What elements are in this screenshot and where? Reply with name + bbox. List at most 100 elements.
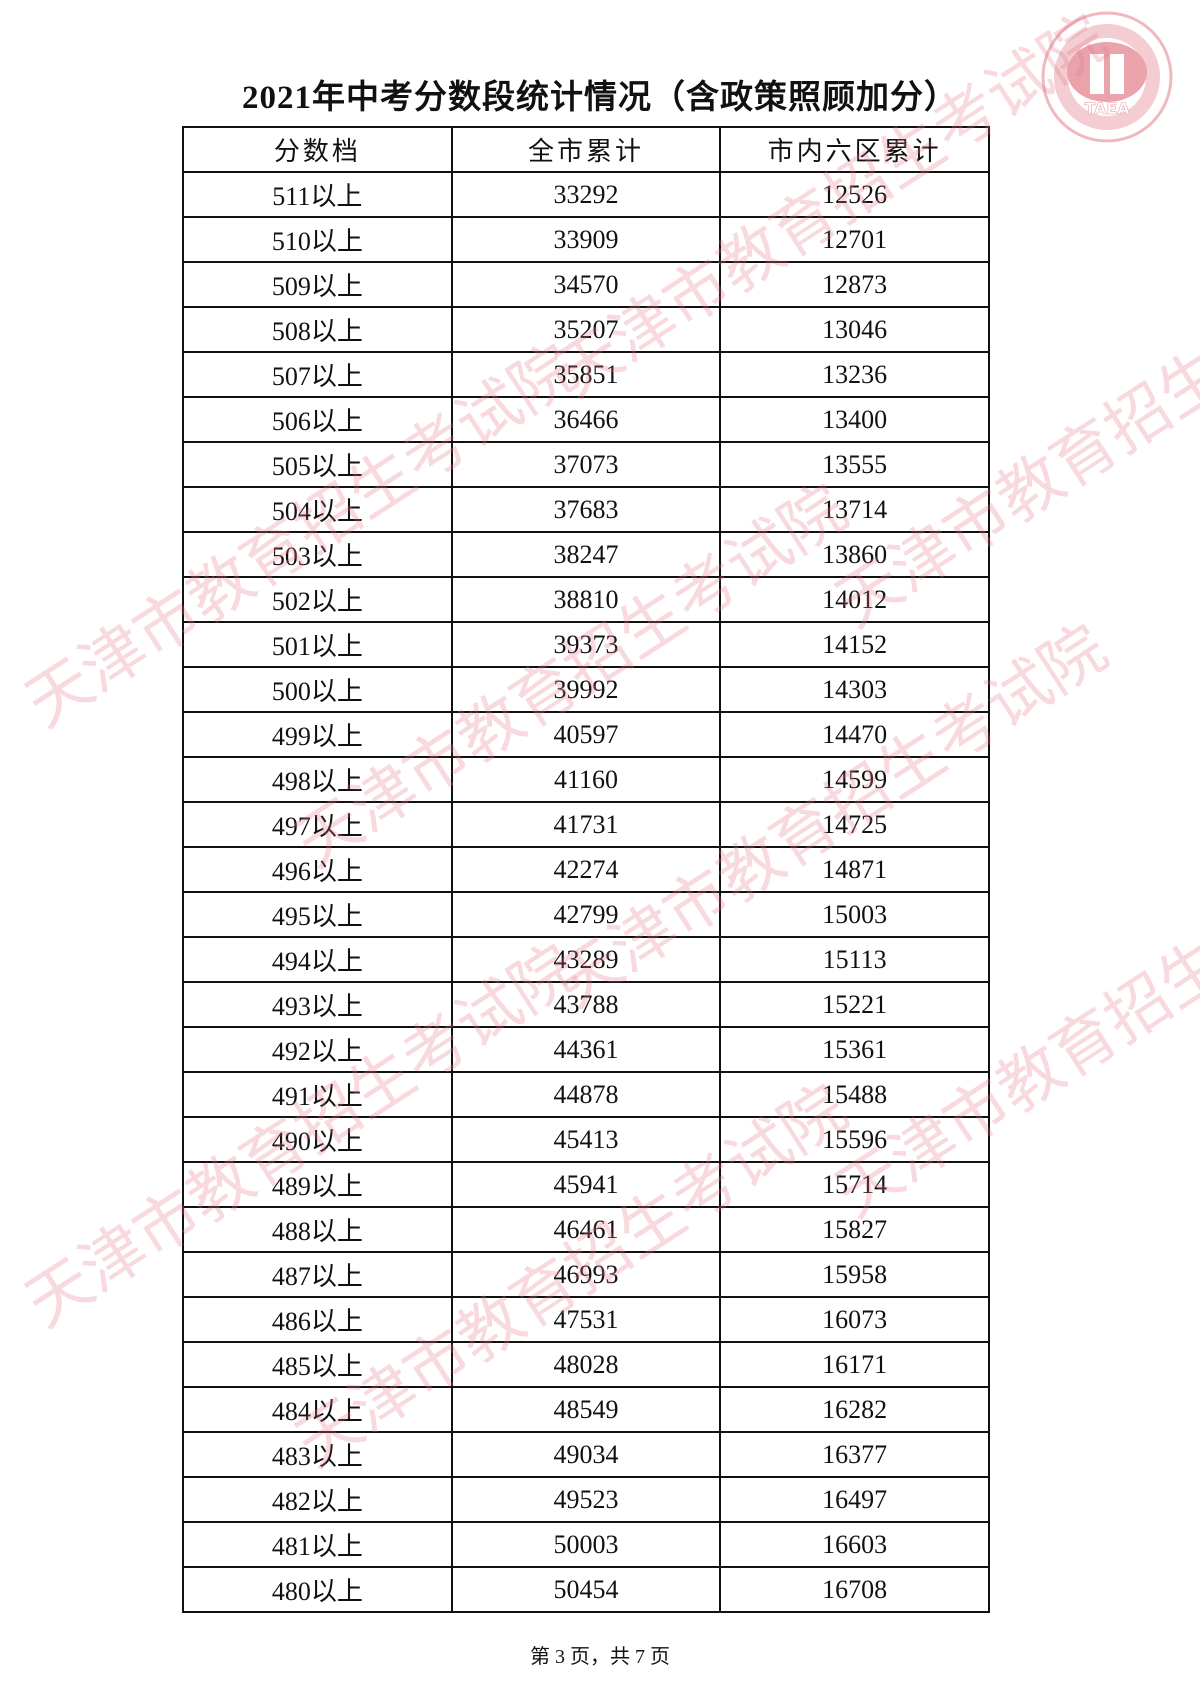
- cell-city-total: 34570: [450, 261, 722, 308]
- cell-city-total: 39992: [450, 666, 722, 713]
- cell-six-districts-total: 15221: [719, 981, 990, 1028]
- table-header-row: 分数档 全市累计 市内六区累计: [182, 126, 990, 173]
- cell-six-districts-total: 12526: [719, 171, 990, 218]
- table-row: 498以上 41160 14599: [182, 756, 990, 803]
- cell-six-districts-total: 14599: [719, 756, 990, 803]
- cell-score-band: 499以上: [182, 711, 453, 758]
- table-row: 505以上 37073 13555: [182, 441, 990, 488]
- cell-score-band: 509以上: [182, 261, 453, 308]
- table-row: 482以上 49523 16497: [182, 1476, 990, 1523]
- page-title: 2021年中考分数段统计情况（含政策照顾加分）: [242, 80, 958, 116]
- cell-six-districts-total: 16073: [719, 1296, 990, 1343]
- table-row: 503以上 38247 13860: [182, 531, 990, 578]
- table-row: 500以上 39992 14303: [182, 666, 990, 713]
- cell-six-districts-total: 16282: [719, 1386, 990, 1433]
- table-row: 487以上 46993 15958: [182, 1251, 990, 1298]
- cell-six-districts-total: 16603: [719, 1521, 990, 1568]
- cell-city-total: 41160: [450, 756, 722, 803]
- cell-six-districts-total: 15003: [719, 891, 990, 938]
- table-row: 492以上 44361 15361: [182, 1026, 990, 1073]
- table-row: 501以上 39373 14152: [182, 621, 990, 668]
- cell-six-districts-total: 15113: [719, 936, 990, 983]
- cell-city-total: 33909: [450, 216, 722, 263]
- cell-six-districts-total: 14725: [719, 801, 990, 848]
- cell-city-total: 44361: [450, 1026, 722, 1073]
- table-row: 495以上 42799 15003: [182, 891, 990, 938]
- cell-city-total: 38810: [450, 576, 722, 623]
- cell-city-total: 44878: [450, 1071, 722, 1118]
- cell-six-districts-total: 15596: [719, 1116, 990, 1163]
- cell-six-districts-total: 13236: [719, 351, 990, 398]
- cell-six-districts-total: 15958: [719, 1251, 990, 1298]
- cell-city-total: 48549: [450, 1386, 722, 1433]
- cell-score-band: 504以上: [182, 486, 453, 533]
- table-row: 489以上 45941 15714: [182, 1161, 990, 1208]
- cell-score-band: 493以上: [182, 981, 453, 1028]
- cell-city-total: 45941: [450, 1161, 722, 1208]
- cell-score-band: 496以上: [182, 846, 453, 893]
- header-six-districts-total: 市内六区累计: [719, 126, 990, 173]
- cell-score-band: 502以上: [182, 576, 453, 623]
- table-row: 508以上 35207 13046: [182, 306, 990, 353]
- cell-city-total: 50454: [450, 1566, 722, 1613]
- cell-six-districts-total: 15361: [719, 1026, 990, 1073]
- cell-city-total: 49523: [450, 1476, 722, 1523]
- cell-city-total: 46993: [450, 1251, 722, 1298]
- cell-score-band: 506以上: [182, 396, 453, 443]
- cell-six-districts-total: 14470: [719, 711, 990, 758]
- cell-score-band: 510以上: [182, 216, 453, 263]
- cell-city-total: 37683: [450, 486, 722, 533]
- cell-score-band: 487以上: [182, 1251, 453, 1298]
- cell-city-total: 42799: [450, 891, 722, 938]
- cell-city-total: 40597: [450, 711, 722, 758]
- cell-score-band: 490以上: [182, 1116, 453, 1163]
- cell-six-districts-total: 13046: [719, 306, 990, 353]
- cell-score-band: 500以上: [182, 666, 453, 713]
- table-row: 497以上 41731 14725: [182, 801, 990, 848]
- cell-six-districts-total: 13400: [719, 396, 990, 443]
- cell-city-total: 46461: [450, 1206, 722, 1253]
- table-row: 481以上 50003 16603: [182, 1521, 990, 1568]
- table-row: 510以上 33909 12701: [182, 216, 990, 263]
- cell-six-districts-total: 12873: [719, 261, 990, 308]
- cell-city-total: 35207: [450, 306, 722, 353]
- cell-score-band: 488以上: [182, 1206, 453, 1253]
- table-row: 506以上 36466 13400: [182, 396, 990, 443]
- cell-six-districts-total: 14012: [719, 576, 990, 623]
- cell-six-districts-total: 13714: [719, 486, 990, 533]
- cell-score-band: 507以上: [182, 351, 453, 398]
- cell-score-band: 482以上: [182, 1476, 453, 1523]
- header-score-band: 分数档: [182, 126, 453, 173]
- cell-score-band: 505以上: [182, 441, 453, 488]
- cell-city-total: 36466: [450, 396, 722, 443]
- cell-six-districts-total: 13860: [719, 531, 990, 578]
- table-row: 504以上 37683 13714: [182, 486, 990, 533]
- cell-score-band: 495以上: [182, 891, 453, 938]
- cell-score-band: 481以上: [182, 1521, 453, 1568]
- cell-score-band: 491以上: [182, 1071, 453, 1118]
- table-row: 507以上 35851 13236: [182, 351, 990, 398]
- cell-city-total: 37073: [450, 441, 722, 488]
- table-row: 490以上 45413 15596: [182, 1116, 990, 1163]
- cell-six-districts-total: 15488: [719, 1071, 990, 1118]
- cell-six-districts-total: 14303: [719, 666, 990, 713]
- header-city-total: 全市累计: [450, 126, 722, 173]
- cell-city-total: 43788: [450, 981, 722, 1028]
- cell-six-districts-total: 15714: [719, 1161, 990, 1208]
- table-row: 499以上 40597 14470: [182, 711, 990, 758]
- cell-city-total: 48028: [450, 1341, 722, 1388]
- table-row: 496以上 42274 14871: [182, 846, 990, 893]
- cell-score-band: 480以上: [182, 1566, 453, 1613]
- cell-city-total: 50003: [450, 1521, 722, 1568]
- cell-six-districts-total: 16377: [719, 1431, 990, 1478]
- table-row: 488以上 46461 15827: [182, 1206, 990, 1253]
- cell-six-districts-total: 13555: [719, 441, 990, 488]
- table-row: 511以上 33292 12526: [182, 171, 990, 218]
- cell-score-band: 494以上: [182, 936, 453, 983]
- cell-city-total: 38247: [450, 531, 722, 578]
- cell-score-band: 503以上: [182, 531, 453, 578]
- table-row: 494以上 43289 15113: [182, 936, 990, 983]
- cell-score-band: 489以上: [182, 1161, 453, 1208]
- cell-score-band: 497以上: [182, 801, 453, 848]
- table-row: 491以上 44878 15488: [182, 1071, 990, 1118]
